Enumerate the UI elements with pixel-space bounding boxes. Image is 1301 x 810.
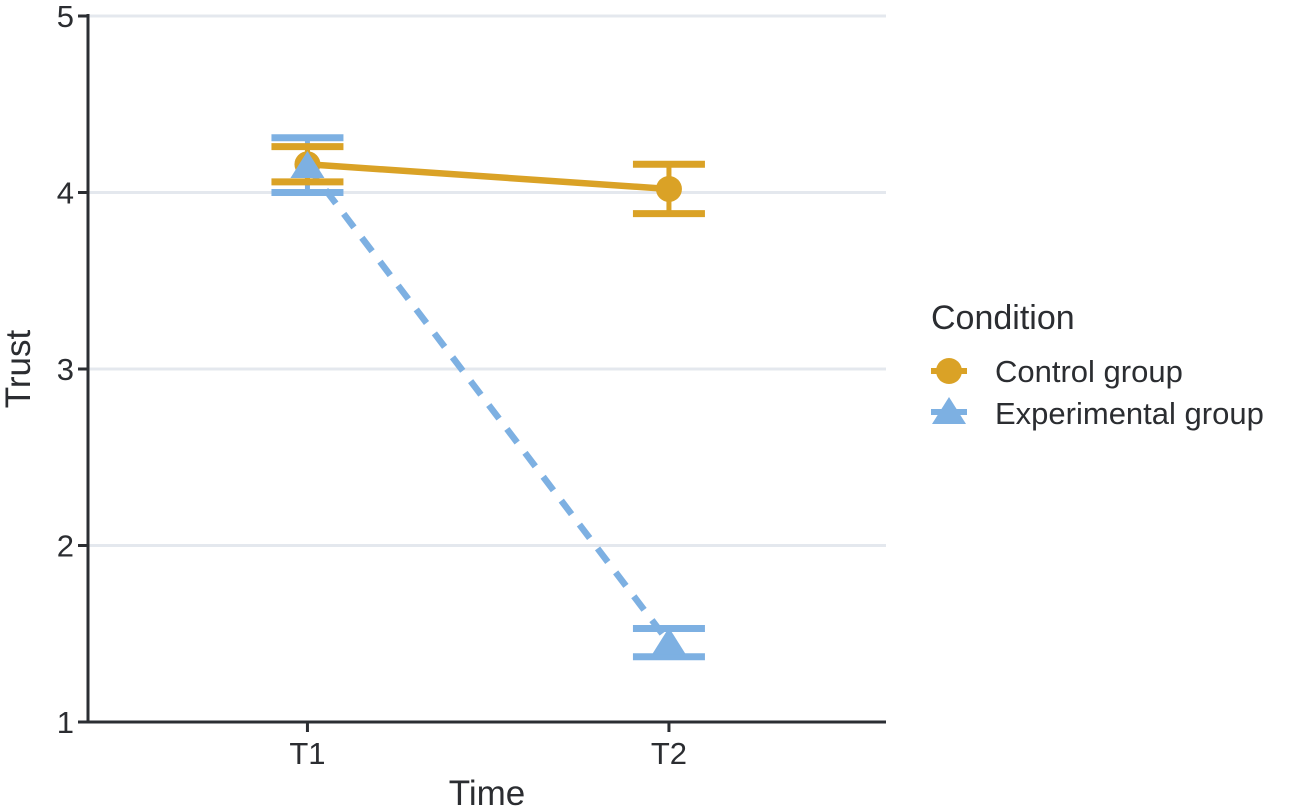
control-line	[307, 161, 670, 193]
gridlines	[88, 14, 886, 724]
y-tick-label-1: 1	[57, 705, 74, 740]
data-series	[271, 134, 705, 661]
legend-key-triangle-icon	[932, 397, 966, 424]
legend-label-control-group: Control group	[995, 354, 1183, 389]
axes: 5 4 3 2 1 T1 T2	[57, 0, 886, 771]
y-axis-title: Trust	[0, 330, 38, 409]
y-tick-label-4: 4	[57, 176, 74, 211]
x-tick-label-T1: T1	[289, 736, 325, 771]
experimental-point-T1	[290, 151, 325, 179]
legend-keys	[931, 358, 967, 424]
x-tick-label-T2: T2	[651, 736, 687, 771]
experimental-point-T2	[651, 627, 686, 655]
x-axis-title: Time	[449, 774, 525, 810]
experimental-line	[304, 164, 672, 645]
legend-label-experimental-group: Experimental group	[995, 396, 1264, 431]
y-tick-label-2: 2	[57, 529, 74, 564]
legend-title: Condition	[931, 299, 1075, 337]
y-tick-label-3: 3	[57, 352, 74, 387]
control-point-T2	[655, 175, 682, 202]
legend-key-circle-icon	[936, 358, 962, 384]
y-tick-label-5: 5	[57, 0, 74, 34]
